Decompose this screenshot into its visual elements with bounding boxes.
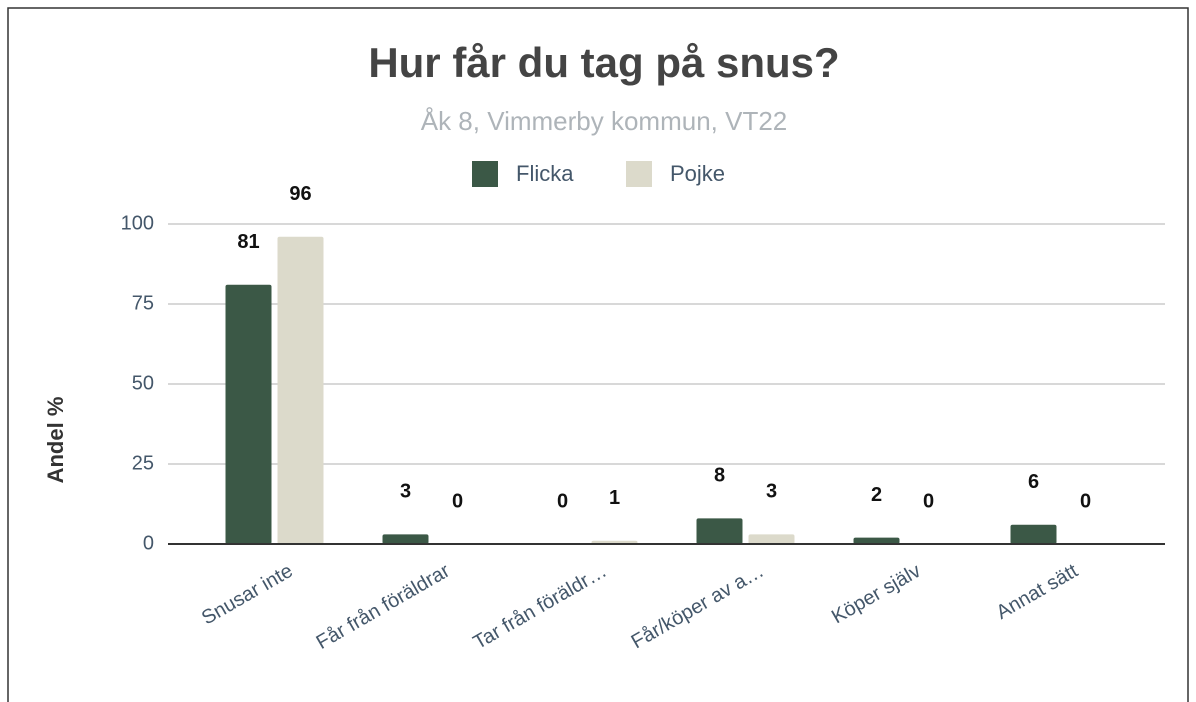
y-tick-label: 50 [132, 372, 154, 394]
x-tick-label: Köper själv [828, 560, 925, 629]
y-tick-label: 100 [121, 212, 154, 234]
bar [277, 236, 324, 545]
value-label: 2 [871, 484, 882, 506]
legend-swatch [626, 161, 652, 187]
value-label: 0 [923, 490, 934, 512]
frame [7, 7, 1189, 702]
x-tick-label: Får/köper av a… [628, 560, 768, 654]
legend-label: Pojke [670, 161, 725, 186]
x-tick-label: Får från föräldrar [313, 560, 454, 654]
value-label: 6 [1028, 471, 1039, 493]
legend-swatch [472, 161, 498, 187]
value-label: 3 [766, 481, 777, 503]
y-axis-label: Andel % [43, 397, 68, 484]
x-tick-label: Snusar inte [198, 560, 297, 630]
y-tick-label: 0 [143, 532, 154, 554]
value-label: 0 [1080, 490, 1091, 512]
value-label: 0 [452, 490, 463, 512]
value-label: 3 [400, 481, 411, 503]
bar [225, 284, 272, 544]
value-label: 0 [557, 490, 568, 512]
chart-title: Hur får du tag på snus? [368, 39, 839, 86]
bar [696, 518, 743, 544]
y-tick-label: 75 [132, 292, 154, 314]
bar [853, 537, 900, 544]
y-tick-label: 25 [132, 452, 154, 474]
x-tick-label: Tar från föräldr… [470, 560, 611, 654]
x-tick-label: Annat sätt [993, 560, 1082, 624]
chart-subtitle: Åk 8, Vimmerby kommun, VT22 [421, 106, 788, 136]
bar [1010, 524, 1057, 544]
value-label: 8 [714, 465, 725, 487]
value-label: 1 [609, 487, 620, 509]
bar [382, 534, 429, 544]
value-label: 96 [289, 183, 311, 205]
value-label: 81 [237, 231, 259, 253]
legend-label: Flicka [516, 161, 574, 186]
bar [748, 534, 795, 544]
